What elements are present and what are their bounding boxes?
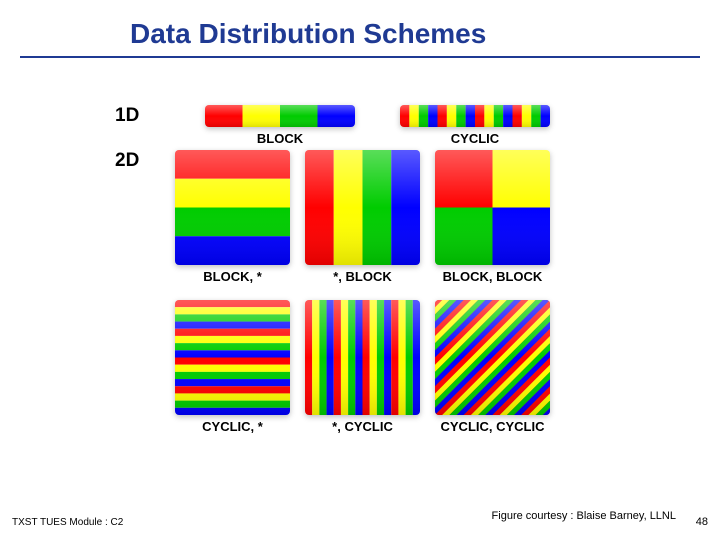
caption: BLOCK, BLOCK xyxy=(435,269,550,284)
fig-block-col: *, BLOCK xyxy=(305,150,420,284)
page-title: Data Distribution Schemes xyxy=(0,0,720,56)
caption: BLOCK, * xyxy=(175,269,290,284)
caption: CYCLIC, * xyxy=(175,419,290,434)
footer-left: TXST TUES Module : C2 xyxy=(12,517,123,528)
fig-cyclic-cyclic: CYCLIC, CYCLIC xyxy=(435,300,550,434)
fig-cyclic-col: *, CYCLIC xyxy=(305,300,420,434)
fig-block-1d: BLOCK xyxy=(205,105,355,146)
caption: *, BLOCK xyxy=(305,269,420,284)
footer-credit: Figure courtesy : Blaise Barney, LLNL xyxy=(492,510,676,522)
fig-block-block: BLOCK, BLOCK xyxy=(435,150,550,284)
caption: CYCLIC, CYCLIC xyxy=(435,419,550,434)
row-label-1d: 1D xyxy=(115,105,139,127)
fig-block-row: BLOCK, * xyxy=(175,150,290,284)
fig-cyclic-1d: CYCLIC xyxy=(400,105,550,146)
caption: *, CYCLIC xyxy=(305,419,420,434)
fig-cyclic-row: CYCLIC, * xyxy=(175,300,290,434)
caption: CYCLIC xyxy=(400,131,550,146)
row-label-2d: 2D xyxy=(115,150,139,172)
caption: BLOCK xyxy=(205,131,355,146)
page-number: 48 xyxy=(696,516,708,528)
title-rule xyxy=(20,56,700,58)
